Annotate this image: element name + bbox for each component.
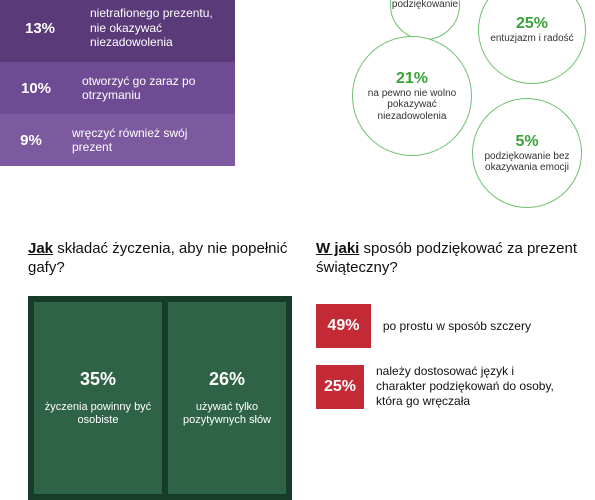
circle-label: na pewno nie wolno pokazywać niezadowole… (359, 88, 465, 123)
wedge-row: 10%otworzyć go zaraz po otrzymaniu (0, 62, 235, 114)
treemap-cell: 26% używać tylko pozytywnych słów (168, 302, 286, 494)
section-heading: W jaki sposób podziękować za prezent świ… (316, 240, 586, 278)
bar-label: po prostu w sposób szczery (383, 319, 531, 334)
treemap-label: życzenia powinny być osobiste (34, 401, 162, 427)
stat-circle: 25%entuzjazm i radość (478, 0, 586, 84)
wedge-pct: 10% (0, 62, 72, 114)
wedge-label: wręczyć również swój prezent (62, 114, 235, 166)
circle-label: podziękowanie bez okazywania emocji (479, 151, 575, 174)
section-heading: Jak składać życzenia, aby nie popełnić g… (28, 240, 288, 278)
wedge-label: nietrafionego prezentu, nie okazywać nie… (80, 0, 235, 62)
treemap-pct: 35% (80, 369, 116, 391)
treemap: 35% życzenia powinny być osobiste 26% używa… (28, 296, 292, 500)
stat-circle: podziękowanie (390, 0, 460, 40)
treemap-cell: 35% życzenia powinny być osobiste (34, 302, 162, 494)
bar-label: należy dostosować język i charakter podz… (376, 364, 566, 409)
wedge-pct: 13% (0, 0, 80, 62)
bar-row: 25% należy dostosować język i charakter p… (316, 364, 566, 409)
treemap-pct: 26% (209, 369, 245, 391)
circle-pct: 21% (396, 70, 428, 88)
circle-pct: 25% (516, 15, 548, 33)
stat-circle: 21%na pewno nie wolno pokazywać niezadow… (352, 36, 472, 156)
wedge-label: otworzyć go zaraz po otrzymaniu (72, 62, 235, 114)
heading-lead: Jak (28, 240, 53, 257)
treemap-label: używać tylko pozytywnych słów (168, 401, 286, 427)
bar-chip: 25% (316, 365, 364, 409)
stat-circle: 5%podziękowanie bez okazywania emocji (472, 98, 582, 208)
bar-chip: 49% (316, 304, 371, 348)
bar-row: 49% po prostu w sposób szczery (316, 304, 531, 348)
circle-label: entuzjazm i radość (490, 33, 573, 45)
wedge-pct: 9% (0, 114, 62, 166)
wedge-row: 13%nietrafionego prezentu, nie okazywać … (0, 0, 235, 62)
heading-lead: W jaki (316, 240, 359, 257)
wedge-row: 9%wręczyć również swój prezent (0, 114, 235, 166)
circle-label: podziękowanie (392, 0, 458, 11)
circle-pct: 5% (515, 133, 538, 151)
heading-rest: składać życzenia, aby nie popełnić gafy? (28, 240, 287, 276)
